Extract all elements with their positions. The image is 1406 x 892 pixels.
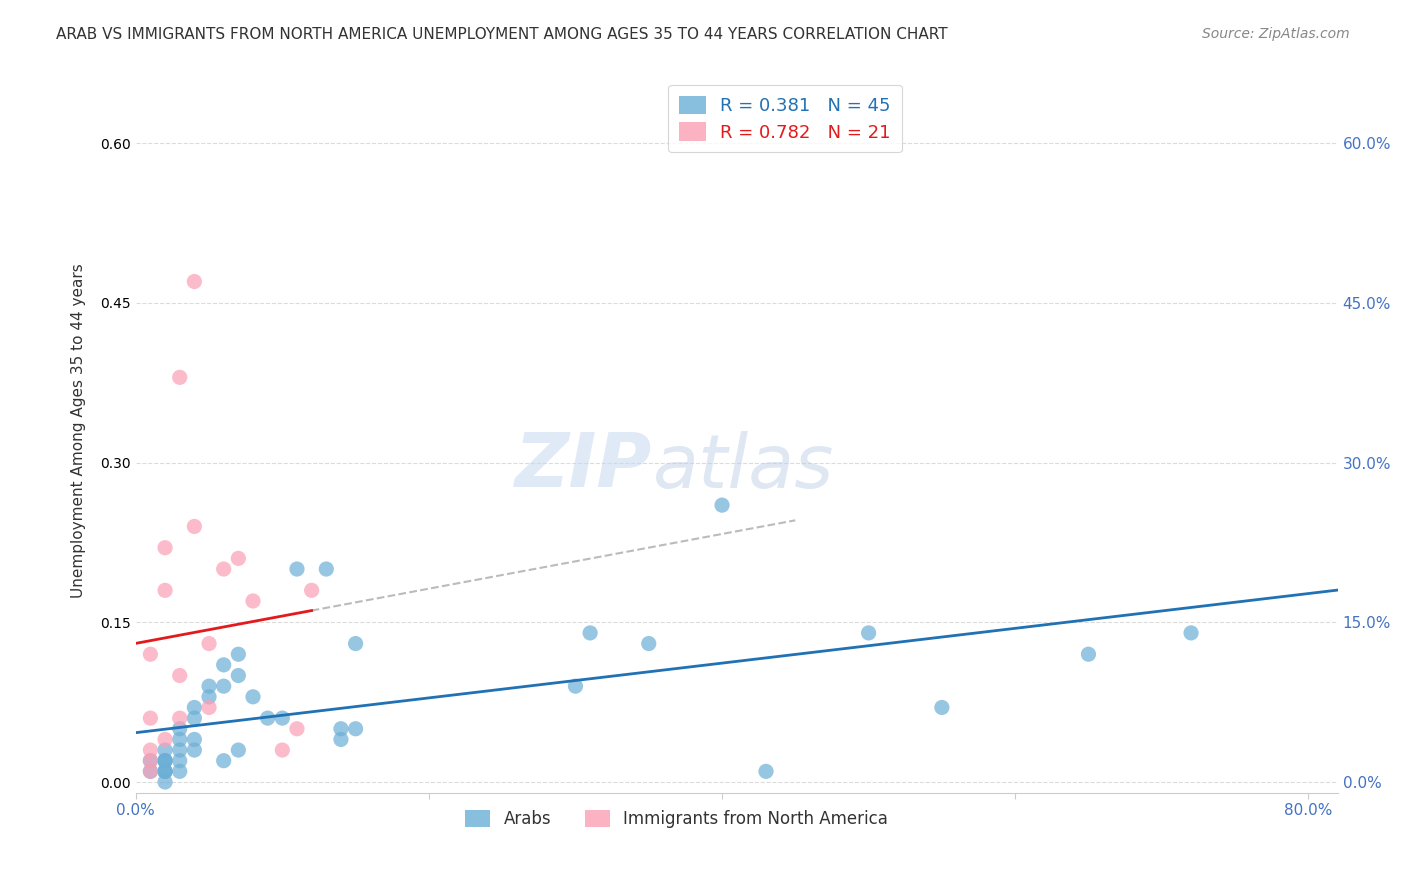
Point [139,743,162,757]
Point [242,690,264,704]
Point [579,626,602,640]
Point [256,711,278,725]
Point [212,679,235,693]
Point [153,743,176,757]
Point [242,594,264,608]
Point [183,711,205,725]
Point [169,754,191,768]
Point [183,743,205,757]
Point [153,583,176,598]
Point [755,764,778,779]
Point [198,690,221,704]
Point [564,679,586,693]
Point [139,764,162,779]
Point [169,370,191,384]
Legend: Arabs, Immigrants from North America: Arabs, Immigrants from North America [458,804,894,835]
Point [198,636,221,650]
Point [212,754,235,768]
Point [183,275,205,289]
Text: ARAB VS IMMIGRANTS FROM NORTH AMERICA UNEMPLOYMENT AMONG AGES 35 TO 44 YEARS COR: ARAB VS IMMIGRANTS FROM NORTH AMERICA UN… [56,27,948,42]
Point [198,700,221,714]
Text: ZIP: ZIP [516,430,652,503]
Y-axis label: Unemployment Among Ages 35 to 44 years: Unemployment Among Ages 35 to 44 years [72,263,86,598]
Point [711,498,734,512]
Point [228,551,250,566]
Point [153,775,176,789]
Point [212,562,235,576]
Point [153,764,176,779]
Point [153,764,176,779]
Point [301,583,323,598]
Point [212,657,235,672]
Point [315,562,337,576]
Point [183,700,205,714]
Point [637,636,659,650]
Point [931,700,953,714]
Point [344,722,367,736]
Point [858,626,880,640]
Point [153,754,176,768]
Point [271,711,294,725]
Point [139,711,162,725]
Point [139,647,162,661]
Point [169,764,191,779]
Point [228,743,250,757]
Point [1180,626,1202,640]
Point [139,754,162,768]
Text: Source: ZipAtlas.com: Source: ZipAtlas.com [1202,27,1350,41]
Text: atlas: atlas [652,431,834,503]
Point [183,732,205,747]
Point [285,722,308,736]
Point [169,668,191,682]
Point [169,722,191,736]
Point [153,754,176,768]
Point [228,668,250,682]
Point [198,679,221,693]
Point [344,636,367,650]
Point [169,743,191,757]
Point [329,722,352,736]
Point [169,711,191,725]
Point [329,732,352,747]
Point [139,764,162,779]
Point [139,754,162,768]
Point [153,541,176,555]
Point [271,743,294,757]
Point [153,764,176,779]
Point [169,732,191,747]
Point [183,519,205,533]
Point [1077,647,1099,661]
Point [153,754,176,768]
Point [153,732,176,747]
Point [228,647,250,661]
Point [285,562,308,576]
